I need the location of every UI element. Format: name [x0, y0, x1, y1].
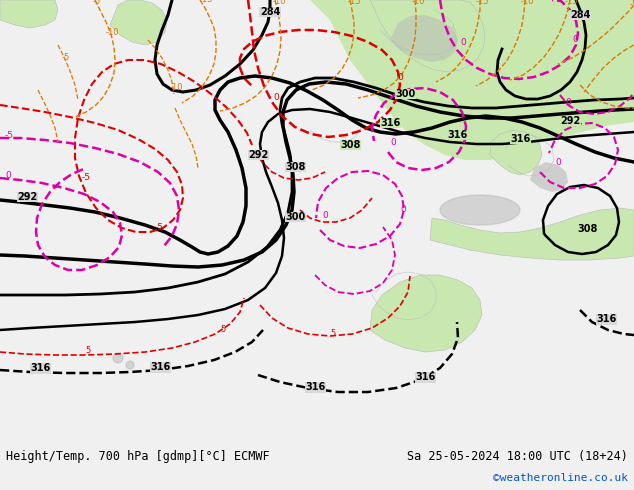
Ellipse shape — [440, 195, 520, 225]
Text: -10: -10 — [106, 28, 119, 37]
Text: 0: 0 — [460, 38, 466, 47]
Polygon shape — [110, 0, 167, 45]
Polygon shape — [370, 0, 485, 72]
Text: -15: -15 — [200, 0, 214, 4]
Text: -5: -5 — [62, 53, 70, 62]
Polygon shape — [430, 208, 634, 260]
Text: 5: 5 — [85, 346, 90, 355]
Text: 292: 292 — [560, 116, 580, 126]
Text: 5: 5 — [330, 329, 335, 338]
Circle shape — [113, 353, 123, 363]
Text: 316: 316 — [150, 362, 171, 372]
Text: 0: 0 — [400, 205, 406, 214]
Polygon shape — [390, 15, 458, 62]
Circle shape — [126, 361, 134, 369]
Text: 308: 308 — [285, 162, 306, 172]
Text: 316: 316 — [447, 130, 467, 140]
Text: -10: -10 — [521, 0, 534, 6]
Text: 292: 292 — [248, 150, 268, 160]
Polygon shape — [530, 162, 568, 192]
Text: 316: 316 — [30, 363, 50, 373]
Text: 284: 284 — [570, 10, 590, 20]
Text: 316: 316 — [510, 134, 530, 144]
Text: -10: -10 — [170, 83, 183, 92]
Text: Sa 25-05-2024 18:00 UTC (18+24): Sa 25-05-2024 18:00 UTC (18+24) — [407, 449, 628, 463]
Text: -5: -5 — [82, 173, 91, 182]
Text: -15: -15 — [565, 0, 578, 6]
Polygon shape — [310, 0, 634, 160]
Text: 308: 308 — [340, 140, 360, 150]
Text: 284: 284 — [260, 7, 280, 17]
Text: 316: 316 — [415, 372, 436, 382]
Text: -10: -10 — [412, 0, 425, 6]
Text: 316: 316 — [305, 382, 325, 392]
Text: -5: -5 — [93, 0, 101, 6]
Text: -15: -15 — [348, 0, 361, 6]
Polygon shape — [490, 130, 542, 175]
Polygon shape — [350, 0, 634, 98]
Polygon shape — [370, 275, 482, 352]
Text: Height/Temp. 700 hPa [gdmp][°C] ECMWF: Height/Temp. 700 hPa [gdmp][°C] ECMWF — [6, 449, 269, 463]
Text: -15: -15 — [476, 0, 489, 6]
Text: 0: 0 — [273, 93, 279, 102]
Text: 0: 0 — [397, 73, 403, 82]
Text: -5: -5 — [5, 131, 14, 140]
Text: 316: 316 — [596, 314, 616, 324]
Text: ©weatheronline.co.uk: ©weatheronline.co.uk — [493, 473, 628, 483]
Text: 292: 292 — [17, 192, 37, 202]
Text: 0: 0 — [322, 211, 328, 220]
Text: 0: 0 — [565, 98, 571, 107]
Text: -10: -10 — [273, 0, 287, 6]
Text: 308: 308 — [577, 224, 597, 234]
Text: 316: 316 — [380, 118, 400, 128]
Text: 300: 300 — [395, 89, 415, 99]
Polygon shape — [480, 0, 634, 92]
Text: -5: -5 — [630, 0, 634, 9]
Text: 5: 5 — [220, 325, 225, 334]
Text: 0: 0 — [5, 171, 11, 180]
Text: 0: 0 — [572, 35, 578, 44]
Text: 0: 0 — [555, 158, 560, 167]
Text: -5: -5 — [155, 223, 164, 232]
Polygon shape — [0, 0, 58, 28]
Text: 300: 300 — [285, 212, 305, 222]
Text: 0: 0 — [390, 138, 396, 147]
